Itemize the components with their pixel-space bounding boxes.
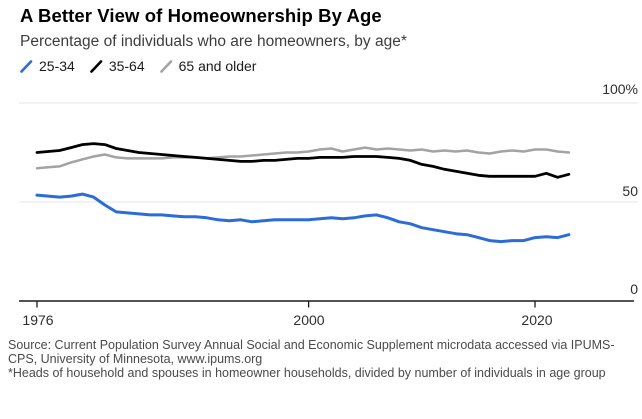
legend-label: 65 and older (178, 58, 257, 74)
legend-item-25-34: 25-34 (20, 58, 75, 74)
y-axis-label-0: 0 (630, 281, 638, 297)
x-axis-label-2020: 2020 (521, 312, 553, 328)
legend-label: 35-64 (108, 58, 145, 74)
series-line-35-64 (35, 142, 571, 179)
legend-label: 25-34 (39, 58, 75, 74)
legend-item-35-64: 35-64 (90, 58, 145, 74)
chart-subtitle: Percentage of individuals who are homeow… (20, 33, 407, 50)
y-axis-label-100: 100% (602, 81, 638, 97)
series-line-25-34 (35, 192, 571, 244)
y-axis-label-50: 50 (622, 183, 638, 199)
chart-legend: 25-34 35-64 65 and older (20, 58, 256, 74)
legend-item-65-and-older: 65 and older (159, 58, 257, 74)
chart-title: A Better View of Homeownership By Age (20, 5, 382, 26)
x-axis-label-2000: 2000 (293, 312, 325, 328)
line-swatch-icon (90, 59, 103, 73)
footnote: *Heads of household and spouses in homeo… (8, 366, 606, 380)
series-line-65 and older (35, 146, 571, 170)
source-note: Source: Current Population Survey Annual… (8, 338, 615, 366)
line-swatch-icon (20, 59, 33, 73)
chart-footer: Source: Current Population Survey Annual… (8, 338, 624, 380)
x-axis-label-1976: 1976 (22, 312, 54, 328)
line-swatch-icon (159, 59, 172, 73)
